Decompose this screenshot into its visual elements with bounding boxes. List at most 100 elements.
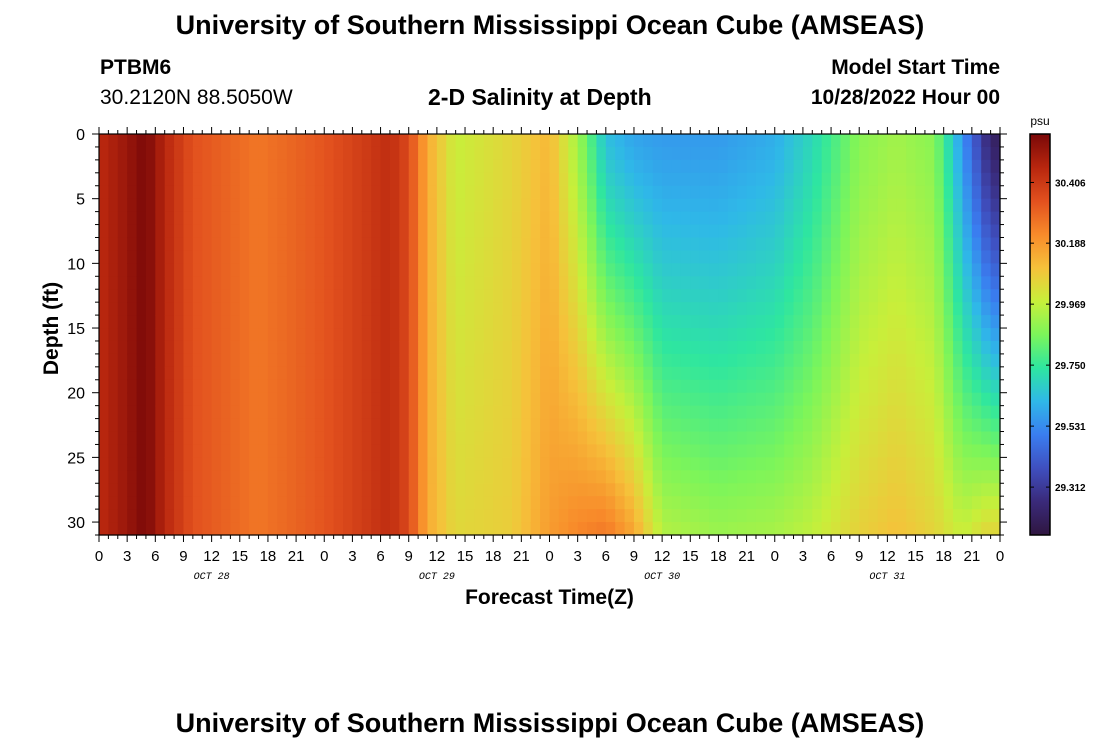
heatmap-cell [530, 340, 541, 355]
heatmap-cell [690, 198, 701, 213]
heatmap-cell [924, 509, 935, 523]
heatmap-cell [389, 146, 400, 161]
heatmap-cell [633, 431, 644, 446]
heatmap-cell [324, 159, 335, 174]
heatmap-cell [117, 431, 128, 446]
heatmap-cell [136, 470, 147, 484]
heatmap-cell [483, 159, 494, 174]
heatmap-cell [521, 224, 532, 239]
heatmap-cell [577, 328, 588, 342]
heatmap-cell [868, 405, 879, 420]
y-tick-label: 10 [67, 256, 85, 273]
heatmap-cell [953, 340, 964, 355]
heatmap-cell [943, 302, 954, 316]
heatmap-cell [877, 237, 888, 252]
colorbar-unit: psu [1030, 114, 1049, 128]
heatmap-cell [483, 250, 494, 264]
heatmap-cell [765, 211, 776, 226]
heatmap-cell [211, 289, 222, 303]
heatmap-cell [831, 134, 842, 148]
heatmap-cell [427, 185, 438, 200]
heatmap-cell [127, 496, 138, 510]
heatmap-cell [596, 379, 607, 394]
heatmap-cell [690, 457, 701, 471]
heatmap-cell [596, 185, 607, 200]
heatmap-cell [981, 250, 992, 264]
x-tick-label: 6 [827, 548, 835, 565]
heatmap-cell [953, 353, 964, 368]
heatmap-cell [755, 509, 766, 523]
heatmap-cell [136, 159, 147, 174]
heatmap-cell [202, 444, 213, 458]
heatmap-cell [849, 289, 860, 303]
heatmap-cell [831, 470, 842, 484]
heatmap-cell [831, 418, 842, 433]
heatmap-cell [389, 418, 400, 433]
heatmap-cell [802, 172, 813, 187]
heatmap-cell [352, 328, 363, 342]
heatmap-cell [840, 237, 851, 252]
heatmap-cell [549, 211, 560, 226]
heatmap-cell [831, 159, 842, 174]
heatmap-cell [277, 379, 288, 394]
heatmap-cell [934, 146, 945, 161]
heatmap-cell [333, 237, 344, 252]
heatmap-cell [812, 198, 823, 213]
heatmap-cell [971, 172, 982, 187]
heatmap-cell [296, 366, 307, 381]
heatmap-cell [558, 379, 569, 394]
heatmap-cell [183, 263, 194, 277]
heatmap-cell [774, 159, 785, 174]
heatmap-cell [493, 211, 504, 226]
heatmap-cell [784, 379, 795, 394]
heatmap-cell [877, 289, 888, 303]
heatmap-cell [117, 237, 128, 252]
heatmap-cell [615, 263, 626, 277]
heatmap-cell [483, 211, 494, 226]
heatmap-cell [436, 328, 447, 342]
heatmap-cell [962, 211, 973, 226]
heatmap-cell [540, 250, 551, 264]
heatmap-cell [511, 134, 522, 148]
heatmap-cell [540, 172, 551, 187]
heatmap-cell [127, 379, 138, 394]
heatmap-cell [652, 276, 663, 290]
heatmap-cell [286, 392, 297, 407]
heatmap-cell [202, 185, 213, 200]
heatmap-cell [793, 302, 804, 316]
heatmap-cell [427, 250, 438, 264]
heatmap-cell [99, 379, 109, 394]
heatmap-cell [652, 263, 663, 277]
heatmap-cell [145, 366, 156, 381]
heatmap-cell [877, 366, 888, 381]
heatmap-cell [511, 496, 522, 510]
heatmap-cell [277, 211, 288, 226]
heatmap-cell [587, 366, 598, 381]
heatmap-cell [389, 172, 400, 187]
heatmap-cell [774, 496, 785, 510]
heatmap-cell [587, 496, 598, 510]
heatmap-cell [709, 405, 720, 420]
heatmap-cell [737, 509, 748, 523]
heatmap-cell [511, 457, 522, 471]
heatmap-cell [596, 172, 607, 187]
heatmap-cell [502, 134, 513, 148]
heatmap-cell [924, 263, 935, 277]
heatmap-cell [812, 185, 823, 200]
heatmap-cell [840, 470, 851, 484]
heatmap-cell [446, 340, 457, 355]
heatmap-cell [558, 134, 569, 148]
heatmap-cell [699, 431, 710, 446]
heatmap-cell [474, 172, 485, 187]
heatmap-cell [924, 172, 935, 187]
x-tick-label: 21 [738, 548, 755, 565]
heatmap-cell [164, 211, 175, 226]
heatmap-cell [221, 328, 231, 342]
heatmap-cell [408, 172, 419, 187]
heatmap-cell [568, 198, 579, 213]
heatmap-cell [540, 224, 551, 239]
heatmap-cell [474, 263, 485, 277]
heatmap-cell [174, 172, 185, 187]
heatmap-cell [465, 366, 476, 381]
heatmap-cell [821, 470, 832, 484]
